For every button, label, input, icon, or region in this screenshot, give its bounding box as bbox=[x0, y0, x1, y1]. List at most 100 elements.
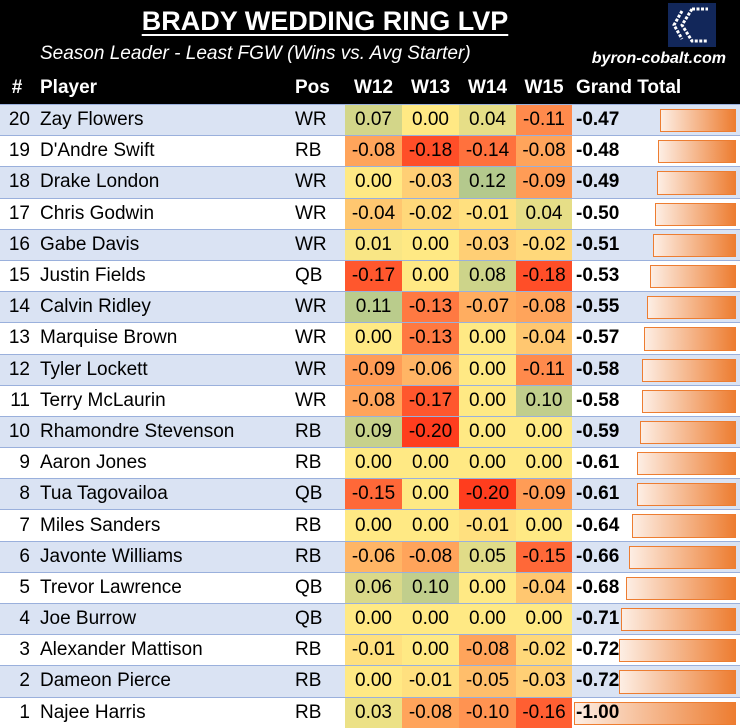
pos-cell: WR bbox=[295, 322, 345, 354]
week-value-cell: -0.10 bbox=[459, 696, 516, 728]
grand-total-cell: -0.72 bbox=[572, 665, 740, 698]
rank-cell: 14 bbox=[0, 291, 34, 323]
grand-total-cell: -0.47 bbox=[572, 103, 740, 136]
week-value-cell: 0.00 bbox=[345, 665, 402, 698]
table-row: 9 Aaron Jones RB 0.00 0.00 0.00 0.00 -0.61 bbox=[0, 447, 740, 479]
player-cell: Najee Harris bbox=[34, 696, 295, 728]
total-data-bar bbox=[574, 701, 736, 725]
week-value-cell: 0.00 bbox=[459, 384, 516, 417]
week-value-cell: 0.06 bbox=[345, 571, 402, 604]
table-row: 16 Gabe Davis WR 0.01 0.00 -0.03 -0.02 -0.51 bbox=[0, 228, 740, 261]
total-data-bar bbox=[653, 233, 736, 257]
rank-cell: 1 bbox=[0, 696, 34, 728]
rank-cell: 11 bbox=[0, 384, 34, 417]
pos-cell: WR bbox=[295, 291, 345, 323]
total-data-bar bbox=[625, 576, 736, 600]
rank-cell: 16 bbox=[0, 228, 34, 261]
week-value-cell: -0.01 bbox=[459, 509, 516, 542]
rank-cell: 5 bbox=[0, 571, 34, 604]
rank-cell: 4 bbox=[0, 602, 34, 635]
table-row: 18 Drake London WR 0.00 -0.03 0.12 -0.09 -0.4… bbox=[0, 166, 740, 199]
player-cell: Rhamondre Stevenson bbox=[34, 415, 295, 448]
week-value-cell: -0.08 bbox=[402, 696, 459, 728]
col-player: Player bbox=[40, 77, 98, 98]
week-value-cell: 0.00 bbox=[459, 415, 516, 448]
week-value-cell: -0.02 bbox=[402, 197, 459, 230]
pos-cell: WR bbox=[295, 197, 345, 230]
week-value-cell: -0.20 bbox=[402, 415, 459, 448]
grand-total-cell: -0.71 bbox=[572, 602, 740, 635]
week-value-cell: -0.13 bbox=[402, 322, 459, 354]
player-cell: Aaron Jones bbox=[34, 447, 295, 479]
grand-total-value: -0.58 bbox=[576, 389, 620, 411]
page-title: BRADY WEDDING RING LVP bbox=[0, 6, 650, 37]
pos-cell: RB bbox=[295, 540, 345, 573]
player-cell: D'Andre Swift bbox=[34, 135, 295, 167]
week-value-cell: 0.00 bbox=[516, 447, 572, 479]
week-value-cell: -0.09 bbox=[345, 353, 402, 386]
week-value-cell: 0.08 bbox=[459, 259, 516, 292]
col-pos: Pos bbox=[295, 77, 330, 98]
total-data-bar bbox=[632, 514, 736, 538]
week-value-cell: -0.15 bbox=[345, 478, 402, 510]
week-value-cell: -0.04 bbox=[345, 197, 402, 230]
total-data-bar bbox=[629, 545, 736, 569]
grand-total-value: -0.72 bbox=[576, 639, 620, 661]
total-data-bar bbox=[656, 171, 736, 195]
week-value-cell: -0.17 bbox=[402, 384, 459, 417]
week-value-cell: 0.10 bbox=[516, 384, 572, 417]
week-value-cell: 0.10 bbox=[402, 571, 459, 604]
table-row: 1 Najee Harris RB 0.03 -0.08 -0.10 -0.16 -1.0… bbox=[0, 696, 740, 728]
pos-cell: QB bbox=[295, 478, 345, 510]
grand-total-cell: -0.57 bbox=[572, 322, 740, 354]
player-cell: Drake London bbox=[34, 166, 295, 199]
week-value-cell: -0.11 bbox=[516, 353, 572, 386]
week-value-cell: 0.00 bbox=[402, 509, 459, 542]
table-row: 10 Rhamondre Stevenson RB 0.09 -0.20 0.00 0.… bbox=[0, 415, 740, 448]
total-data-bar bbox=[659, 109, 736, 133]
total-data-bar bbox=[643, 327, 736, 351]
week-value-cell: -0.14 bbox=[459, 135, 516, 167]
table-row: 3 Alexander Mattison RB -0.01 0.00 -0.08 -0.… bbox=[0, 634, 740, 666]
player-cell: Joe Burrow bbox=[34, 602, 295, 635]
week-value-cell: -0.09 bbox=[516, 478, 572, 510]
grand-total-cell: -1.00 bbox=[572, 696, 740, 728]
week-value-cell: -0.04 bbox=[516, 322, 572, 354]
pos-cell: RB bbox=[295, 135, 345, 167]
grand-total-cell: -0.58 bbox=[572, 384, 740, 417]
week-value-cell: -0.03 bbox=[402, 166, 459, 199]
week-value-cell: -0.16 bbox=[516, 696, 572, 728]
pos-cell: RB bbox=[295, 447, 345, 479]
grand-total-value: -0.48 bbox=[576, 140, 620, 162]
grand-total-value: -0.71 bbox=[576, 608, 620, 630]
week-value-cell: -0.08 bbox=[459, 634, 516, 666]
week-value-cell: 0.09 bbox=[345, 415, 402, 448]
player-cell: Tyler Lockett bbox=[34, 353, 295, 386]
total-data-bar bbox=[620, 608, 736, 632]
player-cell: Justin Fields bbox=[34, 259, 295, 292]
header-row: # Player Pos W12 W13 W14 W15 Grand Total bbox=[0, 72, 740, 105]
grand-total-cell: -0.50 bbox=[572, 197, 740, 230]
week-value-cell: -0.17 bbox=[345, 259, 402, 292]
rank-cell: 18 bbox=[0, 166, 34, 199]
total-data-bar bbox=[642, 358, 736, 382]
week-value-cell: -0.15 bbox=[516, 540, 572, 573]
week-value-cell: 0.00 bbox=[402, 478, 459, 510]
grand-total-value: -0.68 bbox=[576, 576, 620, 598]
grand-total-value: -0.61 bbox=[576, 452, 620, 474]
grand-total-cell: -0.66 bbox=[572, 540, 740, 573]
leaderboard-table: # Player Pos W12 W13 W14 W15 Grand Total… bbox=[0, 72, 740, 728]
pos-cell: WR bbox=[295, 384, 345, 417]
week-value-cell: 0.12 bbox=[459, 166, 516, 199]
week-value-cell: -0.08 bbox=[402, 540, 459, 573]
week-value-cell: 0.03 bbox=[345, 696, 402, 728]
player-cell: Javonte Williams bbox=[34, 540, 295, 573]
total-data-bar bbox=[646, 296, 736, 320]
week-value-cell: 0.00 bbox=[345, 447, 402, 479]
total-data-bar bbox=[640, 420, 736, 445]
pos-cell: QB bbox=[295, 602, 345, 635]
rank-cell: 15 bbox=[0, 259, 34, 292]
pos-cell: WR bbox=[295, 353, 345, 386]
rank-cell: 19 bbox=[0, 135, 34, 167]
pos-cell: WR bbox=[295, 228, 345, 261]
